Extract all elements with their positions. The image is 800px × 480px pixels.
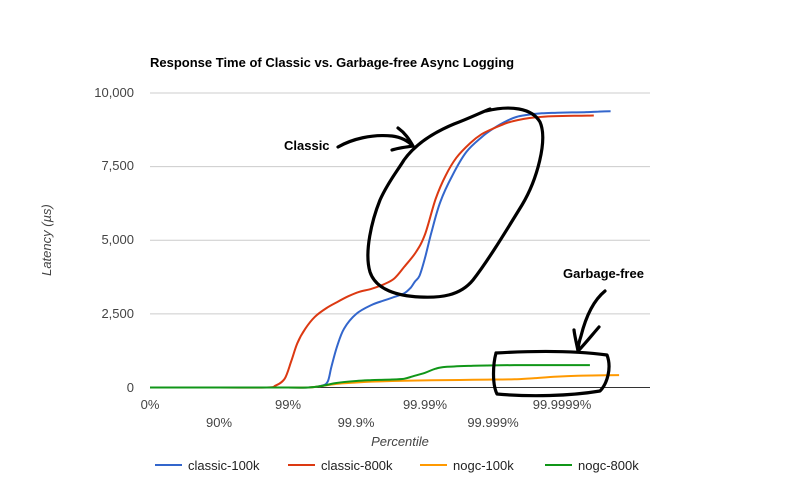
chart-legend: classic-100k classic-800k nogc-100k nogc… — [155, 458, 639, 473]
legend-label: classic-800k — [321, 458, 393, 473]
x-tick-label: 99.9999% — [533, 397, 592, 412]
annotation-garbage-free: Garbage-free — [563, 266, 644, 281]
y-axis-title: Latency (µs) — [39, 204, 54, 276]
chart-title: Response Time of Classic vs. Garbage-fre… — [150, 55, 514, 70]
x-tick-label: 99% — [275, 397, 301, 412]
hand-drawn-annotations: Classic Garbage-free — [284, 106, 644, 398]
legend-label: classic-100k — [188, 458, 260, 473]
x-tick-label: 99.9% — [338, 415, 375, 430]
y-tick-label: 10,000 — [94, 85, 134, 100]
classic-circle-scribble — [366, 106, 545, 299]
y-axis-ticks: 0 2,500 5,000 7,500 10,000 — [94, 85, 134, 395]
y-tick-label: 0 — [127, 380, 134, 395]
legend-label: nogc-100k — [453, 458, 514, 473]
y-tick-label: 5,000 — [101, 232, 134, 247]
series-line-nogc-800k — [150, 364, 590, 389]
series-lines — [150, 110, 620, 389]
series-line-nogc-100k — [150, 374, 620, 389]
annotation-classic: Classic — [284, 138, 330, 153]
series-line-classic-800k — [150, 114, 594, 389]
garbage-free-box-scribble — [491, 349, 611, 398]
x-axis-ticks: 0% 99% 99.99% 99.9999% 90% 99.9% 99.999% — [141, 397, 592, 430]
series-line-classic-100k — [150, 110, 611, 389]
x-tick-label: 99.999% — [467, 415, 519, 430]
x-tick-label: 99.99% — [403, 397, 448, 412]
x-axis-title: Percentile — [371, 434, 429, 449]
garbage-free-arrow — [572, 289, 607, 353]
classic-arrow — [336, 126, 415, 152]
x-tick-label: 0% — [141, 397, 160, 412]
x-tick-label: 90% — [206, 415, 232, 430]
legend-label: nogc-800k — [578, 458, 639, 473]
y-tick-label: 2,500 — [101, 306, 134, 321]
y-tick-label: 7,500 — [101, 158, 134, 173]
